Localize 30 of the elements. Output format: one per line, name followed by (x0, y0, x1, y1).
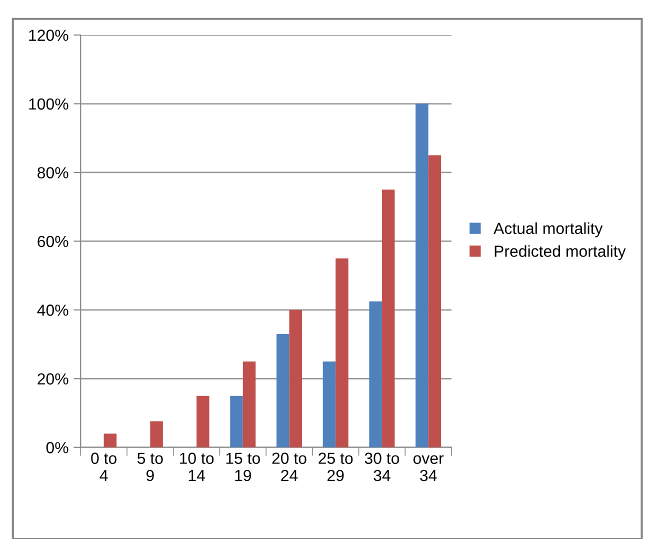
x-tick-label: 25 to 29 (318, 452, 353, 482)
legend-label: Actual mortality (494, 222, 603, 238)
bar (230, 396, 243, 448)
x-tick-label: 10 to 14 (180, 452, 214, 482)
x-tick-label: 30 to 34 (364, 452, 400, 482)
y-tick-label: 60% (38, 236, 68, 248)
bar (382, 190, 395, 448)
bar (369, 301, 382, 448)
bar (150, 421, 163, 448)
x-tick-label: 0 to 4 (91, 452, 116, 482)
y-tick-label: 100% (29, 98, 68, 110)
y-tick-label: 0% (46, 442, 68, 454)
x-tick-label: 5 to 9 (137, 452, 163, 482)
y-tick-label: 40% (37, 304, 68, 316)
x-tick-label: over 34 (413, 455, 444, 482)
bar (428, 155, 442, 448)
y-tick-label: 80% (38, 167, 68, 178)
bar (289, 310, 302, 448)
bar (196, 396, 210, 448)
legend-label: Predicted mortality (494, 245, 626, 260)
bar (242, 361, 256, 448)
bar (322, 361, 336, 448)
y-tick-label: 20% (38, 373, 68, 385)
bar (104, 434, 117, 448)
y-tick-label: 120% (29, 30, 68, 41)
x-tick-label: 15 to 19 (226, 452, 260, 482)
bar (416, 104, 428, 448)
bar (276, 334, 290, 448)
x-tick-label: 20 to 24 (272, 452, 306, 482)
bar (336, 258, 348, 448)
